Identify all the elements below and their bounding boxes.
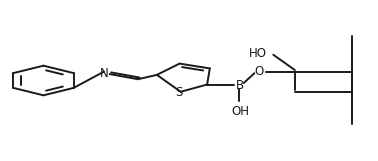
Text: O: O — [254, 65, 263, 78]
Text: S: S — [175, 86, 183, 99]
Text: N: N — [99, 67, 108, 80]
Text: OH: OH — [231, 105, 249, 118]
Text: HO: HO — [248, 47, 266, 60]
Text: B: B — [236, 79, 244, 92]
